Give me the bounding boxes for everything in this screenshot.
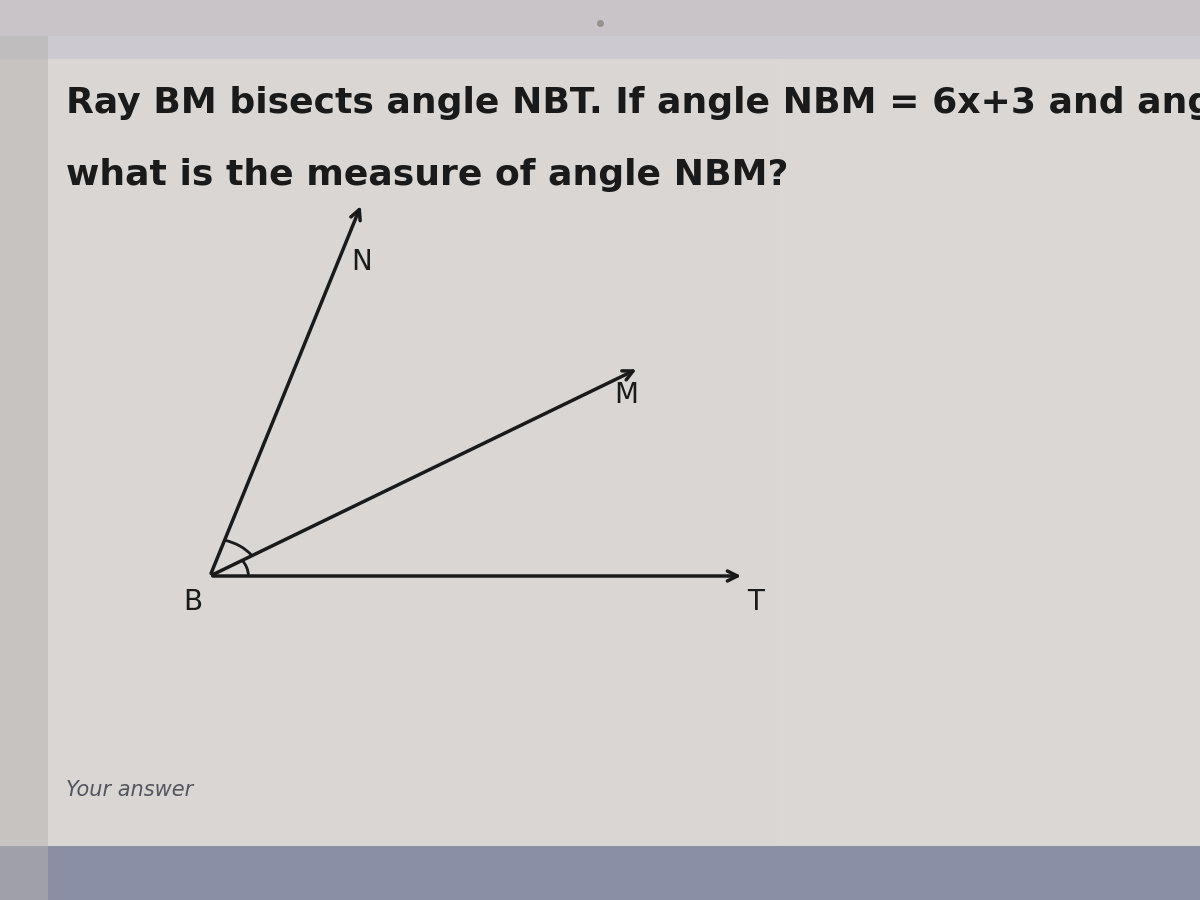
- Text: T: T: [748, 589, 764, 616]
- Bar: [780, 63, 1200, 846]
- Text: M: M: [614, 382, 638, 410]
- Bar: [0, 846, 1200, 900]
- Text: N: N: [352, 248, 372, 276]
- Text: Ray BM bisects angle NBT. If angle NBM = 6x+3 and angle MBT = 8x-7,: Ray BM bisects angle NBT. If angle NBM =…: [66, 86, 1200, 120]
- Text: Your answer: Your answer: [66, 780, 193, 800]
- Bar: [0, 0, 1200, 36]
- Text: what is the measure of angle NBM?: what is the measure of angle NBM?: [66, 158, 788, 192]
- Bar: [0, 0, 1200, 58]
- Bar: [0, 0, 48, 900]
- Text: B: B: [184, 589, 203, 616]
